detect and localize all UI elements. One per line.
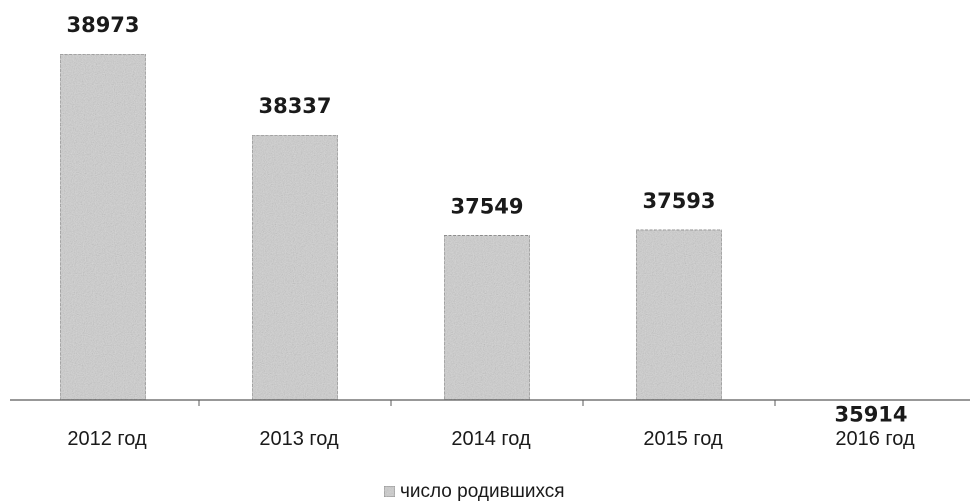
x-axis-ticks: [198, 400, 776, 406]
x-tick-label-5: 2016 год: [835, 428, 915, 450]
x-tick-label-2: 2013 год: [259, 428, 339, 450]
bar-3: [443, 234, 531, 401]
data-label-4: 37593: [642, 189, 715, 213]
legend: число родившихся: [383, 481, 565, 502]
legend-label: число родившихся: [400, 481, 565, 502]
data-label-3: 37549: [450, 194, 523, 218]
x-tick-label-4: 2015 год: [643, 428, 723, 450]
bar-1: [59, 53, 147, 401]
bar-2: [251, 134, 339, 401]
data-label-2: 38337: [258, 94, 331, 118]
x-tick-label-1: 2012 год: [67, 428, 147, 450]
bar-4: [635, 229, 723, 401]
x-tick-label-3: 2014 год: [451, 428, 531, 450]
x-axis-tick-labels: 2012 год 2013 год 2014 год 2015 год 2016 год: [67, 428, 915, 450]
value-labels-group: 38973 38337 37549 37593 35914: [66, 13, 907, 427]
legend-swatch: [383, 485, 396, 498]
data-label-1: 38973: [66, 13, 139, 37]
bars-group: [59, 53, 723, 401]
data-label-5: 35914: [834, 403, 907, 427]
